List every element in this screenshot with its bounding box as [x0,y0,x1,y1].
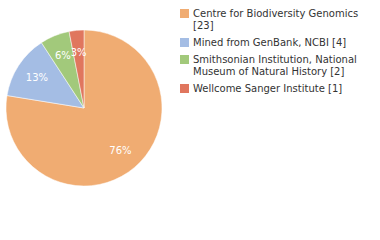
legend-swatch [180,38,189,47]
legend-entry: Wellcome Sanger Institute [1] [180,83,342,94]
slice [69,30,84,108]
legend-swatch [180,55,189,64]
data-label: 6% [55,50,71,61]
pie [6,30,162,186]
data-labels: 76% 13% 6%3% [26,47,132,157]
legend: Centre for Biodiversity Genomics[23] Mine… [180,8,358,94]
data-label: 3% [71,47,87,58]
legend-label: Centre for Biodiversity Genomics[23] [193,8,358,31]
data-label: 13% [26,72,48,83]
legend-label: Smithsonian Institution, NationalMuseum … [193,54,357,77]
legend-label: Wellcome Sanger Institute [1] [193,83,342,94]
legend-entry: Mined from GenBank, NCBI [4] [180,37,346,48]
legend-label: Mined from GenBank, NCBI [4] [193,37,346,48]
legend-swatch [180,9,189,18]
data-label: 76% [109,145,131,156]
legend-entry: Smithsonian Institution, NationalMuseum … [180,54,357,77]
slice [6,30,162,186]
chart: 76% 13% 6%3% Centre for Biodiversity Genomi… [0,0,380,240]
legend-entry: Centre for Biodiversity Genomics[23] [180,8,358,31]
legend-swatch [180,84,189,93]
